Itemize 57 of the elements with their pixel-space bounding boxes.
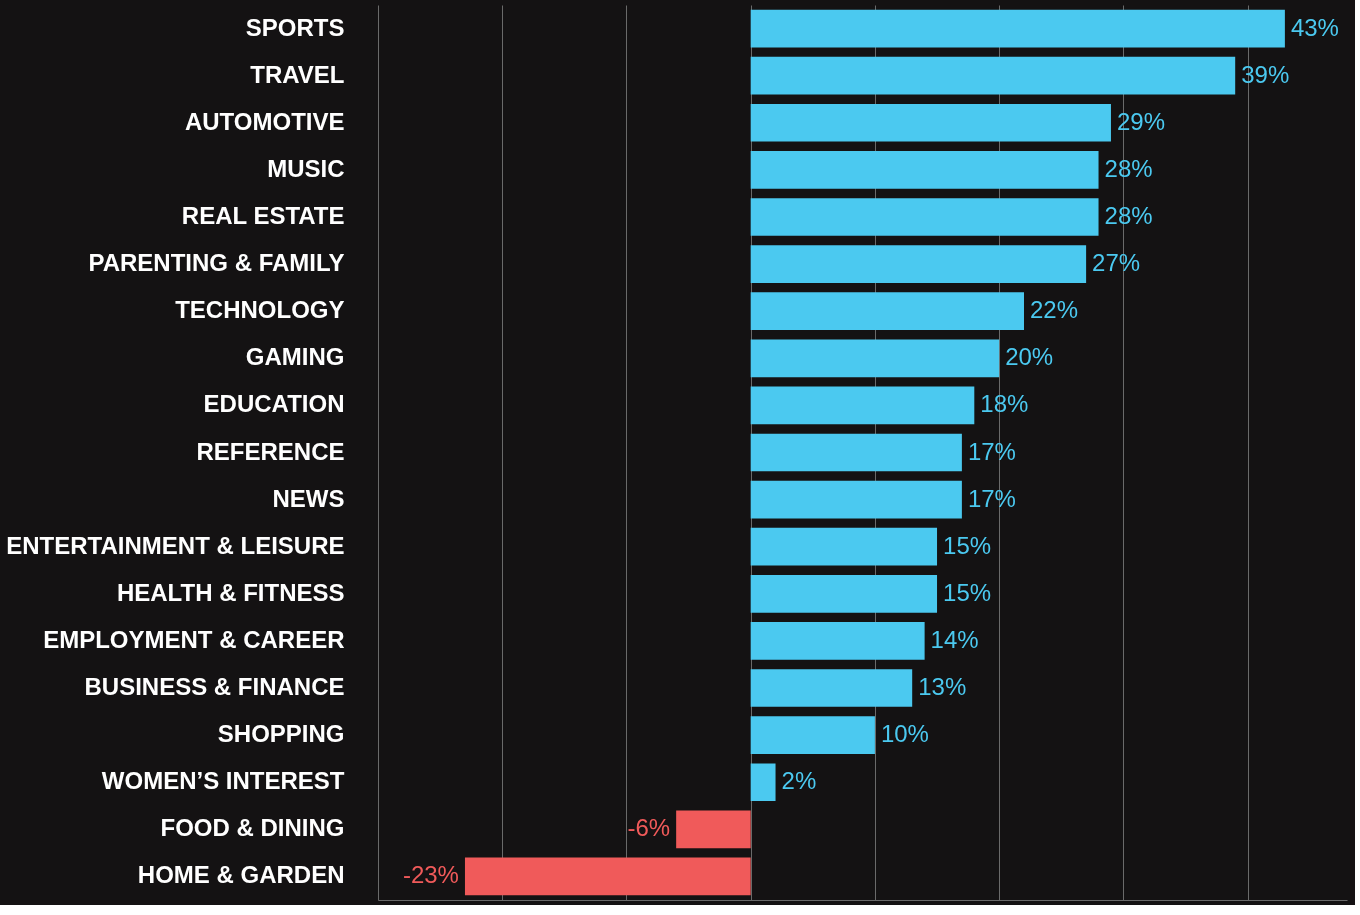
bar xyxy=(676,810,751,849)
y-tick-label: PARENTING & FAMILY xyxy=(88,249,345,277)
data-label: 39% xyxy=(1241,60,1290,88)
bar xyxy=(750,527,938,566)
y-tick-label: NEWS xyxy=(272,484,345,512)
data-label: 15% xyxy=(943,531,992,559)
bar xyxy=(750,386,975,425)
data-label: 10% xyxy=(880,720,929,748)
bar xyxy=(750,480,962,519)
data-label: 28% xyxy=(1104,154,1153,182)
bar xyxy=(750,433,962,472)
y-tick-label: FOOD & DINING xyxy=(160,814,345,842)
y-tick-label: GAMING xyxy=(245,343,345,371)
bar xyxy=(750,763,776,802)
data-label: 13% xyxy=(918,673,967,701)
data-label: 18% xyxy=(980,390,1029,418)
data-label: 15% xyxy=(943,578,992,606)
y-tick-label: EMPLOYMENT & CAREER xyxy=(43,625,345,653)
bar xyxy=(750,198,1099,236)
y-tick-label: REFERENCE xyxy=(196,437,345,465)
bar xyxy=(464,857,751,896)
y-tick-label: SPORTS xyxy=(245,13,345,41)
y-tick-label: WOMEN’S INTEREST xyxy=(101,767,345,795)
y-tick-label: EDUCATION xyxy=(203,390,345,418)
y-tick-label: HEALTH & FITNESS xyxy=(116,578,345,606)
data-label: 43% xyxy=(1290,13,1339,41)
data-label: 22% xyxy=(1030,296,1079,324)
data-label: -23% xyxy=(402,861,459,889)
data-label: 17% xyxy=(967,484,1016,512)
y-tick-label: TRAVEL xyxy=(250,60,345,88)
bar xyxy=(750,9,1285,48)
bar xyxy=(750,103,1111,142)
y-tick-label: AUTOMOTIVE xyxy=(184,107,345,135)
data-label: 20% xyxy=(1005,343,1054,371)
y-tick-label: TECHNOLOGY xyxy=(175,296,345,324)
bar xyxy=(750,574,938,613)
y-tick-label: HOME & GARDEN xyxy=(137,861,345,889)
data-label: 14% xyxy=(930,625,979,653)
data-label: 2% xyxy=(781,767,817,795)
data-label: 17% xyxy=(967,437,1016,465)
y-tick-label: ENTERTAINMENT & LEISURE xyxy=(6,531,345,559)
bar xyxy=(750,622,925,660)
y-tick-label: REAL ESTATE xyxy=(181,201,345,229)
data-label: -6% xyxy=(627,814,671,842)
y-tick-label: MUSIC xyxy=(267,154,345,182)
bar xyxy=(750,716,875,754)
bar xyxy=(750,292,1024,331)
data-label: 28% xyxy=(1104,201,1153,229)
y-tick-label: BUSINESS & FINANCE xyxy=(84,673,345,701)
bar xyxy=(750,669,913,707)
data-label: 27% xyxy=(1092,249,1141,277)
data-label: 29% xyxy=(1116,107,1166,135)
y-tick-label: SHOPPING xyxy=(217,720,345,748)
bar xyxy=(750,151,1099,189)
bar xyxy=(750,245,1087,283)
bar xyxy=(750,339,1000,378)
bar xyxy=(750,56,1236,95)
